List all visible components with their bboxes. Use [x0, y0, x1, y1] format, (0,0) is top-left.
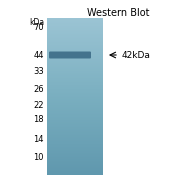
Text: 70: 70 [33, 24, 44, 33]
Text: 44: 44 [33, 51, 44, 60]
Text: Western Blot: Western Blot [87, 8, 149, 18]
Text: 26: 26 [33, 86, 44, 94]
Text: 14: 14 [33, 136, 44, 145]
Text: 42kDa: 42kDa [122, 51, 151, 60]
Text: 33: 33 [33, 68, 44, 76]
Text: 22: 22 [33, 102, 44, 111]
FancyBboxPatch shape [49, 51, 91, 58]
Text: 18: 18 [33, 116, 44, 125]
Text: kDa: kDa [29, 18, 44, 27]
Text: 10: 10 [33, 154, 44, 163]
